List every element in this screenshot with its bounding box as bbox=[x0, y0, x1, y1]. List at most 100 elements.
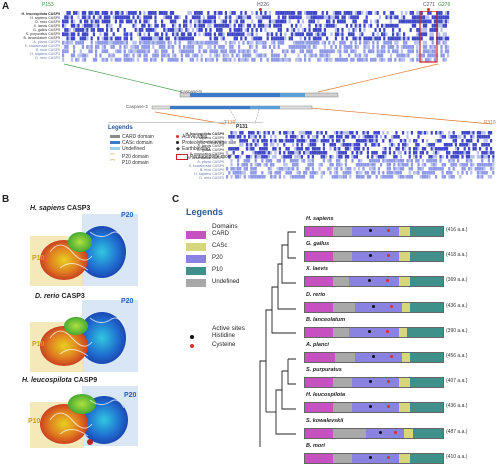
alignment-residue bbox=[420, 19, 423, 24]
alignment-residue bbox=[169, 11, 172, 15]
alignment-residue bbox=[292, 167, 295, 171]
alignment-residue bbox=[238, 49, 241, 54]
alignment-residue bbox=[226, 151, 229, 155]
alignment-residue bbox=[163, 45, 166, 49]
alignment-residue bbox=[187, 36, 190, 41]
alignment-residue bbox=[354, 11, 357, 15]
alignment-residue bbox=[454, 135, 457, 139]
alignment-residue bbox=[246, 28, 249, 32]
legend-cysteine: Cysteine bbox=[212, 342, 236, 348]
alignment-residue bbox=[307, 163, 310, 167]
alignment-residue bbox=[165, 36, 168, 41]
alignment-residue bbox=[317, 57, 320, 62]
alignment-residue bbox=[342, 143, 345, 147]
alignment-residue bbox=[123, 15, 126, 20]
alignment-residue bbox=[463, 163, 466, 167]
alignment-residue bbox=[253, 23, 256, 28]
alignment-residue bbox=[205, 19, 208, 24]
species-name: S. purpuratus bbox=[306, 367, 342, 374]
alignment-residue bbox=[347, 131, 350, 135]
alignment-residue bbox=[273, 53, 276, 58]
alignment-residue bbox=[352, 49, 355, 54]
alignment-top-labels: H. leucospilota CASP9 H. sapiens CASP9 D… bbox=[4, 12, 60, 60]
alignment-residue bbox=[198, 32, 201, 37]
alignment-residue bbox=[200, 53, 203, 58]
legend-swatch-undefined bbox=[186, 279, 206, 287]
alignment-residue bbox=[444, 32, 447, 37]
alignment-residue bbox=[167, 53, 170, 58]
alignment-residue bbox=[392, 23, 395, 28]
alignment-residue bbox=[185, 49, 188, 54]
alignment-residue bbox=[128, 11, 131, 15]
alignment-residue bbox=[75, 40, 78, 45]
domain-segment-card bbox=[305, 227, 333, 236]
alignment-residue bbox=[172, 32, 175, 37]
alignment-residue bbox=[70, 57, 73, 62]
alignment-residue bbox=[231, 40, 234, 45]
alignment-residue bbox=[402, 175, 405, 179]
alignment-residue bbox=[300, 175, 303, 179]
alignment-residue bbox=[396, 45, 399, 49]
alignment-residue bbox=[474, 147, 477, 151]
pentapeptide-motif-box bbox=[419, 11, 438, 63]
alignment-residue bbox=[299, 45, 302, 49]
alignment-residue bbox=[433, 49, 436, 54]
alignment-residue bbox=[141, 36, 144, 41]
alignment-residue bbox=[372, 45, 375, 49]
alignment-residue bbox=[75, 57, 78, 62]
active-site-histidine bbox=[369, 229, 373, 232]
alignment-residue bbox=[130, 32, 133, 37]
alignment-residue bbox=[440, 45, 443, 49]
alignment-residue bbox=[431, 23, 434, 28]
alignment-residue bbox=[101, 49, 104, 54]
alignment-row-label: D. rerio CASP3 bbox=[35, 56, 60, 60]
alignment-residue bbox=[321, 32, 324, 37]
alignment-row-label: B. mori CASP9 bbox=[199, 168, 224, 172]
alignment-residue bbox=[169, 57, 172, 62]
alignment-residue bbox=[270, 171, 273, 175]
alignment-residue bbox=[200, 40, 203, 45]
alignment-residue bbox=[463, 147, 466, 151]
alignment-residue bbox=[362, 175, 365, 179]
legend-swatch-p20 bbox=[186, 255, 206, 263]
alignment-residue bbox=[288, 45, 291, 49]
alignment-residue bbox=[185, 15, 188, 20]
alignment-residue bbox=[174, 15, 177, 20]
alignment-residue bbox=[417, 135, 420, 139]
alignment-residue bbox=[319, 36, 322, 41]
alignment-residue bbox=[183, 23, 186, 28]
alignment-residue bbox=[187, 32, 190, 37]
alignment-residue bbox=[362, 147, 365, 151]
alignment-residue bbox=[145, 53, 148, 58]
alignment-residue bbox=[339, 57, 342, 62]
alignment-residue bbox=[213, 19, 216, 24]
alignment-residue bbox=[239, 143, 242, 147]
alignment-residue bbox=[161, 57, 164, 62]
alignment-residue bbox=[172, 45, 175, 49]
alignment-residue bbox=[169, 15, 172, 20]
alignment-residue bbox=[194, 19, 197, 24]
domain-segment-undefined bbox=[332, 302, 355, 312]
alignment-residue bbox=[97, 36, 100, 41]
alignment-residue bbox=[326, 53, 329, 58]
alignment-residue bbox=[213, 49, 216, 54]
alignment-residue bbox=[375, 131, 378, 135]
alignment-residue bbox=[438, 15, 441, 20]
alignment-residue bbox=[396, 36, 399, 41]
alignment-residue bbox=[237, 135, 240, 139]
alignment-residue bbox=[260, 23, 263, 28]
alignment-residue bbox=[322, 171, 325, 175]
legend-earthbinding-mark: ◆ bbox=[176, 146, 180, 152]
alignment-residue bbox=[288, 15, 291, 20]
alignment-residue bbox=[207, 57, 210, 62]
alignment-residue bbox=[374, 36, 377, 41]
alignment-residue bbox=[117, 57, 120, 62]
alignment-residue bbox=[196, 57, 199, 62]
alignment-residue bbox=[315, 36, 318, 41]
alignment-residue bbox=[389, 40, 392, 45]
alignment-residue bbox=[444, 49, 447, 54]
alignment-residue bbox=[405, 40, 408, 45]
alignment-residue bbox=[254, 159, 257, 163]
alignment-residue bbox=[309, 171, 312, 175]
alignment-residue bbox=[363, 53, 366, 58]
